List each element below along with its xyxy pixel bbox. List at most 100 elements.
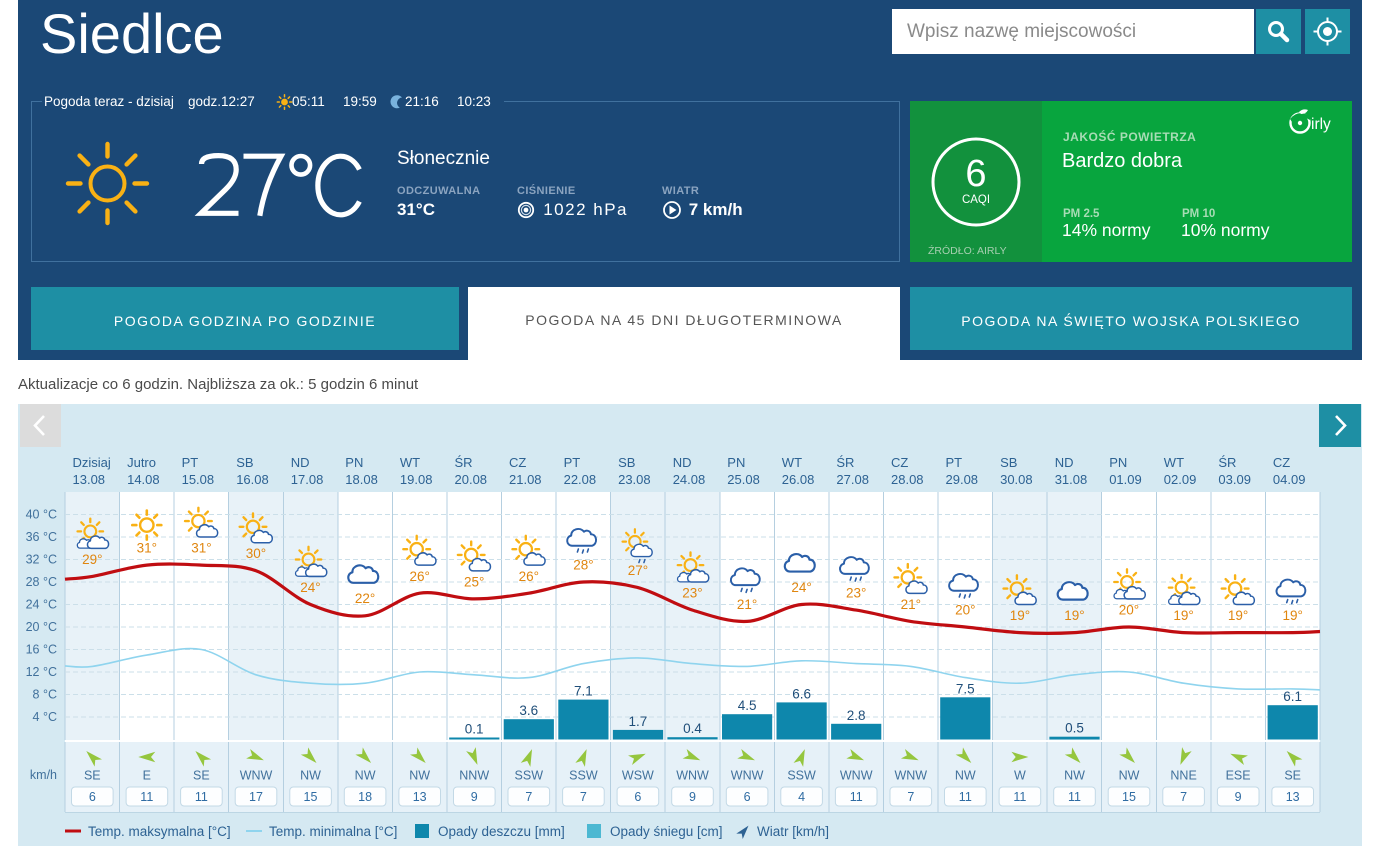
svg-text:WT: WT xyxy=(1164,455,1184,470)
svg-text:20°: 20° xyxy=(955,603,975,618)
svg-text:CZ: CZ xyxy=(509,455,526,470)
svg-text:24°: 24° xyxy=(791,580,811,595)
svg-text:23°: 23° xyxy=(682,586,702,601)
svg-text:JAKOŚĆ POWIETRZA: JAKOŚĆ POWIETRZA xyxy=(1063,129,1196,144)
svg-text:20 °C: 20 °C xyxy=(26,620,57,634)
svg-text:Jutro: Jutro xyxy=(127,455,156,470)
svg-text:20.08: 20.08 xyxy=(455,472,488,487)
svg-text:0.4: 0.4 xyxy=(683,721,702,736)
svg-text:21.08: 21.08 xyxy=(509,472,542,487)
svg-text:NNW: NNW xyxy=(459,769,489,783)
svg-text:Temp. minimalna [°C]: Temp. minimalna [°C] xyxy=(269,824,397,839)
svg-text:11: 11 xyxy=(140,790,153,804)
svg-text:ŚR: ŚR xyxy=(1218,455,1236,470)
svg-text:15: 15 xyxy=(304,790,318,804)
svg-text:28.08: 28.08 xyxy=(891,472,924,487)
svg-text:6: 6 xyxy=(634,790,641,804)
svg-text:12 °C: 12 °C xyxy=(26,665,57,679)
svg-text:NW: NW xyxy=(355,769,376,783)
svg-text:03.09: 03.09 xyxy=(1218,472,1251,487)
svg-text:ND: ND xyxy=(291,455,310,470)
svg-text:SE: SE xyxy=(84,769,101,783)
svg-text:13: 13 xyxy=(413,790,427,804)
svg-text:Opady deszczu [mm]: Opady deszczu [mm] xyxy=(438,824,565,839)
svg-text:WNW: WNW xyxy=(894,769,927,783)
svg-text:24 °C: 24 °C xyxy=(26,598,57,612)
svg-text:26°: 26° xyxy=(519,569,539,584)
svg-text:Dzisiaj: Dzisiaj xyxy=(73,455,111,470)
svg-text:WNW: WNW xyxy=(840,769,873,783)
svg-text:9: 9 xyxy=(471,790,478,804)
svg-text:11: 11 xyxy=(1013,790,1026,804)
svg-text:8 °C: 8 °C xyxy=(33,688,57,702)
svg-text:1.7: 1.7 xyxy=(629,714,648,729)
svg-text:13: 13 xyxy=(1286,790,1300,804)
svg-text:NW: NW xyxy=(300,769,321,783)
svg-text:ND: ND xyxy=(673,455,692,470)
svg-text:19.08: 19.08 xyxy=(400,472,433,487)
svg-text:km/h: km/h xyxy=(30,768,57,782)
svg-text:30°: 30° xyxy=(246,546,266,561)
svg-text:W: W xyxy=(1014,769,1026,783)
svg-text:WT: WT xyxy=(782,455,802,470)
svg-text:16 °C: 16 °C xyxy=(26,643,57,657)
svg-text:23°: 23° xyxy=(846,586,866,601)
svg-text:PT: PT xyxy=(946,455,963,470)
svg-text:PM 10: PM 10 xyxy=(1182,208,1215,220)
svg-text:SB: SB xyxy=(236,455,253,470)
svg-text:20°: 20° xyxy=(1119,603,1139,618)
svg-text:29.08: 29.08 xyxy=(946,472,979,487)
svg-text:SB: SB xyxy=(1000,455,1017,470)
svg-text:WNW: WNW xyxy=(240,769,273,783)
svg-text:2.8: 2.8 xyxy=(847,708,866,723)
svg-text:6: 6 xyxy=(744,790,751,804)
svg-text:PT: PT xyxy=(182,455,199,470)
svg-text:16.08: 16.08 xyxy=(236,472,269,487)
svg-text:CAQI: CAQI xyxy=(962,194,990,206)
svg-text:PN: PN xyxy=(727,455,745,470)
svg-text:ŚR: ŚR xyxy=(455,455,473,470)
svg-text:irly: irly xyxy=(1311,116,1331,133)
svg-text:NW: NW xyxy=(409,769,430,783)
svg-text:7: 7 xyxy=(580,790,587,804)
svg-text:7.5: 7.5 xyxy=(956,681,975,696)
svg-text:7: 7 xyxy=(525,790,532,804)
svg-text:6.1: 6.1 xyxy=(1283,689,1302,704)
svg-text:NNE: NNE xyxy=(1170,769,1196,783)
svg-text:SSW: SSW xyxy=(569,769,598,783)
svg-text:Wiatr [km/h]: Wiatr [km/h] xyxy=(757,824,829,839)
svg-text:0.5: 0.5 xyxy=(1065,721,1084,736)
svg-text:CZ: CZ xyxy=(1273,455,1290,470)
svg-text:ND: ND xyxy=(1055,455,1074,470)
svg-text:PT: PT xyxy=(564,455,581,470)
svg-text:NW: NW xyxy=(1119,769,1140,783)
svg-text:9: 9 xyxy=(1235,790,1242,804)
svg-text:24.08: 24.08 xyxy=(673,472,706,487)
svg-text:11: 11 xyxy=(195,790,208,804)
svg-text:Opady śniegu [cm]: Opady śniegu [cm] xyxy=(610,824,723,839)
svg-text:PN: PN xyxy=(345,455,363,470)
svg-text:SSW: SSW xyxy=(787,769,816,783)
svg-text:30.08: 30.08 xyxy=(1000,472,1033,487)
svg-text:SE: SE xyxy=(193,769,210,783)
svg-text:WSW: WSW xyxy=(622,769,654,783)
svg-text:04.09: 04.09 xyxy=(1273,472,1306,487)
svg-text:NW: NW xyxy=(955,769,976,783)
svg-text:15: 15 xyxy=(1122,790,1136,804)
svg-text:31.08: 31.08 xyxy=(1055,472,1088,487)
svg-text:19°: 19° xyxy=(1010,608,1030,623)
svg-text:WNW: WNW xyxy=(731,769,764,783)
svg-text:27.08: 27.08 xyxy=(836,472,869,487)
svg-text:25.08: 25.08 xyxy=(727,472,760,487)
svg-text:3.6: 3.6 xyxy=(519,703,538,718)
svg-text:E: E xyxy=(143,769,151,783)
svg-text:40 °C: 40 °C xyxy=(26,508,57,522)
svg-text:PM 2.5: PM 2.5 xyxy=(1063,208,1100,220)
svg-text:11: 11 xyxy=(959,790,972,804)
svg-text:15.08: 15.08 xyxy=(182,472,215,487)
svg-text:ŹRÓDŁO: AIRLY: ŹRÓDŁO: AIRLY xyxy=(928,244,1007,257)
svg-text:28 °C: 28 °C xyxy=(26,575,57,589)
svg-text:10% normy: 10% normy xyxy=(1181,220,1270,240)
svg-text:Temp. maksymalna [°C]: Temp. maksymalna [°C] xyxy=(88,824,231,839)
svg-text:CZ: CZ xyxy=(891,455,908,470)
